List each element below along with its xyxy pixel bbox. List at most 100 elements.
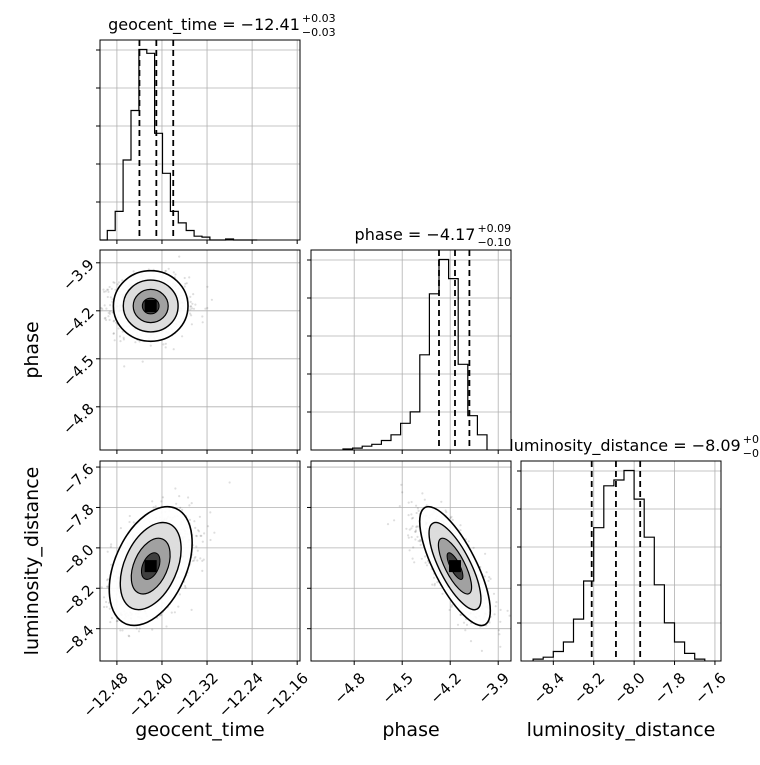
scatter-geocent_time-vs-luminosity_distance-point <box>190 608 193 612</box>
scatter-phase-vs-luminosity_distance-point <box>386 523 390 526</box>
xtick-label-geocent_time: −12.48 <box>80 669 132 721</box>
scatter-geocent_time-vs-phase-point <box>108 312 111 315</box>
scatter-geocent_time-vs-phase-point <box>106 295 109 299</box>
scatter-geocent_time-vs-luminosity_distance-point <box>213 531 216 534</box>
scatter-geocent_time-vs-luminosity_distance-point <box>110 616 113 620</box>
scatter-geocent_time-vs-luminosity_distance-point <box>175 502 178 505</box>
scatter-geocent_time-vs-luminosity_distance-point <box>181 508 184 511</box>
scatter-phase-vs-luminosity_distance-point <box>485 571 488 574</box>
scatter-geocent_time-vs-luminosity_distance-point <box>194 555 197 559</box>
scatter-geocent_time-vs-phase-point <box>108 318 111 321</box>
scatter-phase-vs-luminosity_distance-point <box>415 526 418 529</box>
scatter-geocent_time-vs-phase-panel <box>68 249 301 454</box>
scatter-phase-vs-luminosity_distance-point <box>418 540 422 543</box>
hist-phase-panel <box>307 249 512 454</box>
scatter-geocent_time-vs-phase-point <box>109 304 112 307</box>
scatter-phase-vs-luminosity_distance-point <box>407 534 410 537</box>
scatter-geocent_time-vs-luminosity_distance-point <box>106 585 109 588</box>
hist-geocent_time-title: geocent_time = −12.41 +0.03−0.03 <box>108 12 336 39</box>
scatter-geocent_time-vs-phase-point <box>201 321 204 324</box>
scatter-geocent_time-vs-luminosity_distance-point <box>206 525 210 528</box>
scatter-geocent_time-vs-phase-point <box>167 267 170 270</box>
scatter-phase-vs-luminosity_distance-point <box>410 517 413 520</box>
scatter-phase-vs-luminosity_distance-point <box>472 546 475 549</box>
scatter-phase-vs-luminosity_distance-point <box>436 581 439 584</box>
scatter-geocent_time-vs-phase-point <box>184 282 187 285</box>
scatter-geocent_time-vs-phase-point <box>103 290 106 293</box>
scatter-geocent_time-vs-luminosity_distance-point <box>179 506 182 509</box>
scatter-phase-vs-luminosity_distance-point <box>469 640 473 643</box>
scatter-geocent_time-vs-luminosity_distance-point <box>193 520 196 523</box>
scatter-geocent_time-vs-luminosity_distance-point <box>116 619 119 623</box>
scatter-geocent_time-vs-luminosity_distance-point <box>165 625 168 628</box>
scatter-geocent_time-vs-phase-point <box>192 307 196 310</box>
scatter-phase-vs-luminosity_distance-point <box>459 524 462 527</box>
scatter-geocent_time-vs-luminosity_distance-point <box>178 593 181 596</box>
scatter-geocent_time-vs-luminosity_distance-point <box>191 559 194 563</box>
hist-geocent_time-title-text: geocent_time = −12.41 <box>108 15 300 35</box>
scatter-geocent_time-vs-luminosity_distance-panel <box>96 460 301 665</box>
scatter-geocent_time-vs-luminosity_distance-point <box>174 487 177 490</box>
scatter-geocent_time-vs-phase-point <box>206 285 209 288</box>
scatter-phase-vs-luminosity_distance-point <box>419 538 422 541</box>
xtick-label-luminosity_distance: −8.2 <box>570 669 608 707</box>
xlabel-geocent_time: geocent_time <box>135 719 264 741</box>
scatter-geocent_time-vs-luminosity_distance-point <box>199 534 202 537</box>
scatter-geocent_time-vs-luminosity_distance-point <box>151 500 154 503</box>
scatter-geocent_time-vs-phase-point <box>68 298 70 300</box>
scatter-geocent_time-vs-luminosity_distance-point <box>203 532 206 535</box>
scatter-geocent_time-vs-phase-point <box>101 308 104 311</box>
scatter-geocent_time-vs-phase-point <box>191 307 194 310</box>
xtick-label-geocent_time: −12.32 <box>170 669 222 721</box>
scatter-geocent_time-vs-luminosity_distance-point <box>187 496 190 499</box>
scatter-geocent_time-vs-phase-point <box>116 283 119 286</box>
xtick-label-phase: −3.9 <box>474 669 512 707</box>
scatter-geocent_time-vs-phase-point <box>149 344 152 347</box>
scatter-geocent_time-vs-luminosity_distance-point <box>119 629 122 632</box>
hist-geocent_time-title-sup: +0.03 <box>302 12 336 25</box>
scatter-phase-vs-luminosity_distance-point <box>420 557 423 560</box>
ytick-label-luminosity_distance: −7.6 <box>59 460 97 498</box>
scatter-geocent_time-vs-phase-point <box>117 281 121 284</box>
scatter-geocent_time-vs-phase-point <box>162 343 165 346</box>
scatter-geocent_time-vs-phase-point <box>194 303 197 306</box>
hist-luminosity_distance-steps <box>532 469 706 661</box>
scatter-geocent_time-vs-phase-point <box>112 332 115 335</box>
scatter-geocent_time-vs-luminosity_distance-content <box>100 481 231 638</box>
scatter-geocent_time-vs-phase-point <box>190 323 193 326</box>
hist-geocent_time-title-sub: −0.03 <box>302 26 336 39</box>
hist-phase-title-text: phase = −4.17 <box>355 225 476 244</box>
scatter-phase-vs-luminosity_distance-point <box>462 621 466 624</box>
scatter-geocent_time-vs-phase-point <box>113 281 116 284</box>
scatter-phase-vs-luminosity_distance-point <box>417 539 420 543</box>
scatter-geocent_time-vs-phase-point <box>164 342 167 345</box>
scatter-geocent_time-vs-phase-point <box>107 311 110 314</box>
scatter-phase-vs-luminosity_distance-point <box>513 619 515 621</box>
scatter-phase-vs-luminosity_distance-point <box>413 561 416 564</box>
scatter-geocent_time-vs-phase-point <box>192 293 195 296</box>
scatter-geocent_time-vs-phase-point <box>190 305 193 308</box>
scatter-geocent_time-vs-luminosity_distance-point <box>160 613 163 617</box>
scatter-phase-vs-luminosity_distance-point <box>489 577 492 581</box>
scatter-phase-vs-luminosity_distance-point <box>424 555 427 558</box>
scatter-geocent_time-vs-luminosity_distance-point <box>135 627 138 630</box>
scatter-phase-vs-luminosity_distance-point <box>495 601 498 604</box>
scatter-phase-vs-luminosity_distance-point <box>416 535 419 539</box>
scatter-phase-vs-luminosity_distance-point <box>433 584 436 587</box>
scatter-geocent_time-vs-luminosity_distance-point <box>195 534 198 537</box>
scatter-geocent_time-vs-luminosity_distance-point <box>132 521 135 524</box>
xtick-label-luminosity_distance: −8.0 <box>610 669 648 707</box>
scatter-geocent_time-vs-phase-point <box>88 335 90 337</box>
scatter-phase-vs-luminosity_distance-point <box>494 605 497 608</box>
scatter-geocent_time-vs-phase-point <box>181 335 184 338</box>
scatter-phase-vs-luminosity_distance-point <box>411 516 415 520</box>
scatter-phase-vs-luminosity_distance-point <box>407 501 410 504</box>
scatter-geocent_time-vs-phase-point <box>113 339 116 342</box>
scatter-geocent_time-vs-phase-point <box>105 307 108 310</box>
scatter-phase-vs-luminosity_distance-point <box>449 516 452 520</box>
scatter-phase-vs-luminosity_distance-content <box>386 483 515 653</box>
scatter-phase-vs-luminosity_distance-point <box>508 614 511 617</box>
scatter-phase-vs-luminosity_distance-point <box>414 529 418 532</box>
hist-phase-panel-background <box>311 250 511 450</box>
